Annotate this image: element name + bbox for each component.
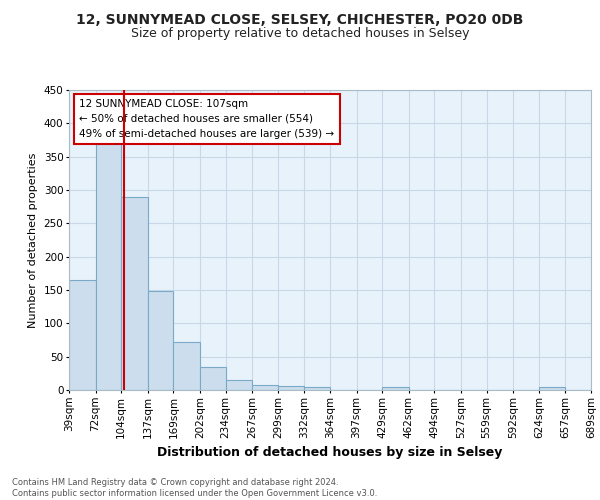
Text: 12 SUNNYMEAD CLOSE: 107sqm
← 50% of detached houses are smaller (554)
49% of sem: 12 SUNNYMEAD CLOSE: 107sqm ← 50% of deta… xyxy=(79,99,335,138)
X-axis label: Distribution of detached houses by size in Selsey: Distribution of detached houses by size … xyxy=(157,446,503,459)
Bar xyxy=(539,388,565,390)
Text: 12, SUNNYMEAD CLOSE, SELSEY, CHICHESTER, PO20 0DB: 12, SUNNYMEAD CLOSE, SELSEY, CHICHESTER,… xyxy=(76,12,524,26)
Bar xyxy=(121,196,148,390)
Text: Contains HM Land Registry data © Crown copyright and database right 2024.
Contai: Contains HM Land Registry data © Crown c… xyxy=(12,478,377,498)
Bar xyxy=(278,386,304,390)
Text: Size of property relative to detached houses in Selsey: Size of property relative to detached ho… xyxy=(131,28,469,40)
Bar xyxy=(148,292,173,390)
Bar xyxy=(95,140,121,390)
Bar xyxy=(226,380,252,390)
Bar xyxy=(304,388,330,390)
Bar xyxy=(382,386,409,390)
Bar xyxy=(200,368,226,390)
Bar xyxy=(69,280,95,390)
Y-axis label: Number of detached properties: Number of detached properties xyxy=(28,152,38,328)
Bar xyxy=(173,342,200,390)
Bar xyxy=(252,386,278,390)
